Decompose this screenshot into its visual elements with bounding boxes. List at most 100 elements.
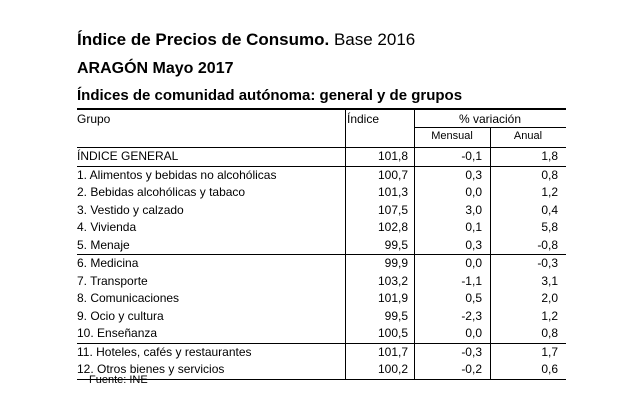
column-divider bbox=[414, 255, 415, 273]
row-mensual: 0,3 bbox=[465, 237, 482, 252]
row-mensual: 0,5 bbox=[465, 291, 482, 305]
column-divider bbox=[345, 184, 346, 202]
title-base: Base 2016 bbox=[329, 30, 416, 49]
row-anual: 1,7 bbox=[541, 344, 558, 359]
header-mensual: Mensual bbox=[431, 130, 473, 142]
row-indice: 107,5 bbox=[377, 202, 408, 217]
row-mensual: 0,0 bbox=[465, 256, 482, 270]
column-divider bbox=[345, 201, 346, 219]
column-divider bbox=[345, 166, 346, 184]
table-row: 6. Medicina 99,9 0,0 -0,3 bbox=[77, 254, 566, 273]
cpi-table: Grupo Índice % variación Mensual Anual Í… bbox=[77, 108, 566, 380]
row-mensual: -1,1 bbox=[461, 273, 482, 288]
row-name: 8. Comunicaciones bbox=[77, 291, 180, 305]
column-divider bbox=[490, 201, 491, 219]
column-divider bbox=[345, 219, 346, 237]
table-row: 10. Enseñanza 100,5 0,0 0,8 bbox=[77, 325, 566, 343]
column-divider bbox=[490, 343, 491, 361]
table-row: 11. Hoteles, cafés y restaurantes 101,7 -0… bbox=[77, 342, 566, 361]
row-mensual: 0,3 bbox=[465, 167, 482, 182]
row-indice: 99,5 bbox=[384, 237, 408, 252]
row-mensual: 3,0 bbox=[465, 202, 482, 217]
column-divider bbox=[345, 110, 346, 147]
column-divider bbox=[490, 219, 491, 237]
column-divider bbox=[414, 201, 415, 219]
column-divider bbox=[490, 148, 491, 166]
column-divider bbox=[490, 127, 491, 147]
column-divider bbox=[345, 290, 346, 308]
row-mensual: 0,1 bbox=[465, 220, 482, 234]
row-indice: 99,9 bbox=[384, 256, 408, 270]
row-mensual: 0,0 bbox=[465, 185, 482, 199]
title-main: Índice de Precios de Consumo. bbox=[77, 30, 330, 49]
column-divider bbox=[414, 219, 415, 237]
row-indice: 102,8 bbox=[377, 220, 408, 234]
row-anual: 0,6 bbox=[541, 362, 558, 376]
column-divider bbox=[414, 166, 415, 184]
column-divider bbox=[414, 343, 415, 361]
column-divider bbox=[345, 325, 346, 343]
column-divider bbox=[414, 236, 415, 254]
table-row: 4. Vivienda 102,8 0,1 5,8 bbox=[77, 219, 566, 237]
column-divider bbox=[345, 148, 346, 166]
table-header: Grupo Índice % variación Mensual Anual bbox=[77, 110, 566, 147]
table-row: 2. Bebidas alcohólicas y tabaco 101,3 0,0 1… bbox=[77, 184, 566, 202]
row-mensual: 0,0 bbox=[465, 326, 482, 340]
row-indice: 100,2 bbox=[377, 362, 408, 376]
source-note: Fuente: INE bbox=[89, 374, 148, 386]
column-divider bbox=[490, 290, 491, 308]
row-anual: -0,8 bbox=[537, 237, 558, 252]
row-indice: 101,3 bbox=[377, 185, 408, 199]
row-name: 12. Otros bienes y servicios bbox=[77, 362, 225, 376]
row-indice: 101,9 bbox=[377, 291, 408, 305]
row-indice: 101,7 bbox=[377, 344, 408, 359]
column-divider bbox=[414, 272, 415, 290]
row-name: 9. Ocio y cultura bbox=[77, 308, 164, 323]
header-variacion: % variación bbox=[458, 112, 522, 126]
column-divider bbox=[345, 272, 346, 290]
row-name: 4. Vivienda bbox=[77, 220, 137, 234]
row-name: 10. Enseñanza bbox=[77, 326, 158, 340]
row-anual: -0,3 bbox=[537, 256, 558, 270]
row-anual: 1,8 bbox=[541, 149, 558, 163]
table-row: 8. Comunicaciones 101,9 0,5 2,0 bbox=[77, 290, 566, 308]
header-indice: Índice bbox=[347, 112, 380, 126]
row-indice: 103,2 bbox=[377, 273, 408, 288]
row-indice: 100,5 bbox=[377, 326, 408, 340]
row-anual: 1,2 bbox=[541, 308, 558, 323]
column-divider bbox=[490, 166, 491, 184]
row-name: 7. Transporte bbox=[77, 273, 148, 288]
row-indice: 99,5 bbox=[384, 308, 408, 323]
table-row: ÍNDICE GENERAL 101,8 -0,1 1,8 bbox=[77, 148, 566, 166]
row-anual: 5,8 bbox=[541, 220, 558, 234]
row-anual: 0,8 bbox=[541, 167, 558, 182]
table-body: ÍNDICE GENERAL 101,8 -0,1 1,8 1. Alimentos y… bbox=[77, 147, 566, 380]
row-anual: 0,4 bbox=[541, 202, 558, 217]
column-divider bbox=[414, 148, 415, 166]
column-divider bbox=[345, 255, 346, 273]
table-row: 1. Alimentos y bebidas no alcohólicas 100… bbox=[77, 165, 566, 184]
column-divider bbox=[490, 184, 491, 202]
table-row: 3. Vestido y calzado 107,5 3,0 0,4 bbox=[77, 201, 566, 219]
row-anual: 3,1 bbox=[541, 273, 558, 288]
column-divider bbox=[345, 343, 346, 361]
row-anual: 1,2 bbox=[541, 185, 558, 199]
column-divider bbox=[414, 325, 415, 343]
row-anual: 0,8 bbox=[541, 326, 558, 340]
column-divider bbox=[345, 361, 346, 379]
row-name: 1. Alimentos y bebidas no alcohólicas bbox=[77, 167, 277, 182]
column-divider bbox=[345, 307, 346, 325]
row-name: 2. Bebidas alcohólicas y tabaco bbox=[77, 185, 246, 199]
row-name: 6. Medicina bbox=[77, 256, 139, 270]
row-mensual: -0,2 bbox=[461, 362, 482, 376]
column-divider bbox=[414, 290, 415, 308]
column-divider bbox=[414, 184, 415, 202]
section-title: Índices de comunidad autónoma: general y… bbox=[77, 87, 463, 104]
row-indice: 100,7 bbox=[377, 167, 408, 182]
row-mensual: -2,3 bbox=[461, 308, 482, 323]
row-name: 11. Hoteles, cafés y restaurantes bbox=[77, 344, 252, 359]
row-mensual: -0,1 bbox=[461, 149, 482, 163]
table-row: 7. Transporte 103,2 -1,1 3,1 bbox=[77, 272, 566, 290]
row-name: ÍNDICE GENERAL bbox=[77, 149, 179, 163]
table-row: 5. Menaje 99,5 0,3 -0,8 bbox=[77, 236, 566, 254]
